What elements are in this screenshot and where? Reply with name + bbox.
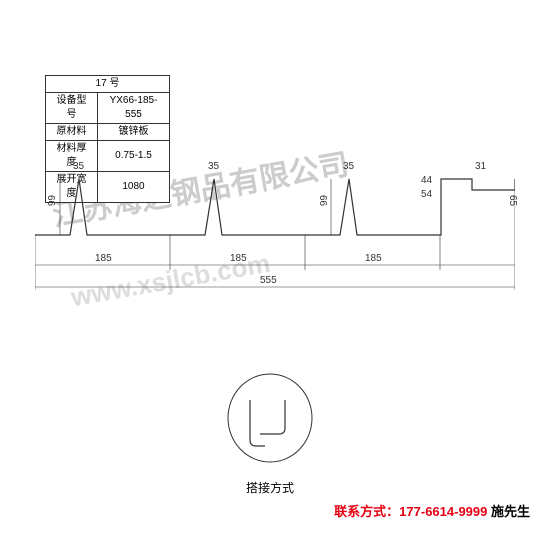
spec-value: 镀锌板 bbox=[98, 124, 170, 141]
detail-svg bbox=[215, 370, 325, 470]
dim-top: 35 bbox=[208, 161, 219, 172]
dim-span: 185 bbox=[230, 253, 247, 264]
contact-phone: 177-6614-9999 bbox=[399, 504, 487, 519]
dim-top: 35 bbox=[343, 161, 354, 172]
profile-drawing: 35 35 35 31 66 66 65 44 54 185 185 185 5… bbox=[35, 175, 515, 315]
spec-label: 原材料 bbox=[46, 124, 98, 141]
profile-svg bbox=[35, 175, 515, 315]
profile-line bbox=[35, 179, 515, 235]
detail-view: 搭接方式 bbox=[210, 370, 330, 496]
dim-span: 185 bbox=[95, 253, 112, 264]
dim-v-label: 65 bbox=[507, 195, 518, 206]
dim-top: 35 bbox=[73, 161, 84, 172]
spec-value: 0.75-1.5 bbox=[98, 141, 170, 172]
dim-span: 185 bbox=[365, 253, 382, 264]
dim-54: 54 bbox=[421, 189, 432, 200]
spec-label: 设备型号 bbox=[46, 93, 98, 124]
spec-value: YX66-185-555 bbox=[98, 93, 170, 124]
dim-v-label: 66 bbox=[317, 195, 328, 206]
contact-line: 联系方式：177-6614-9999 施先生 bbox=[334, 501, 530, 520]
spec-label: 材料厚度 bbox=[46, 141, 98, 172]
dim-44: 44 bbox=[421, 175, 432, 186]
contact-name: 施先生 bbox=[487, 504, 530, 519]
dim-top: 31 bbox=[475, 161, 486, 172]
contact-label: 联系方式： bbox=[334, 504, 399, 519]
detail-caption: 搭接方式 bbox=[210, 479, 330, 496]
dim-v-label: 66 bbox=[45, 195, 56, 206]
detail-seam bbox=[250, 400, 285, 446]
dim-total: 555 bbox=[260, 275, 277, 286]
detail-circle bbox=[228, 374, 312, 462]
spec-header: 17 号 bbox=[46, 76, 170, 93]
